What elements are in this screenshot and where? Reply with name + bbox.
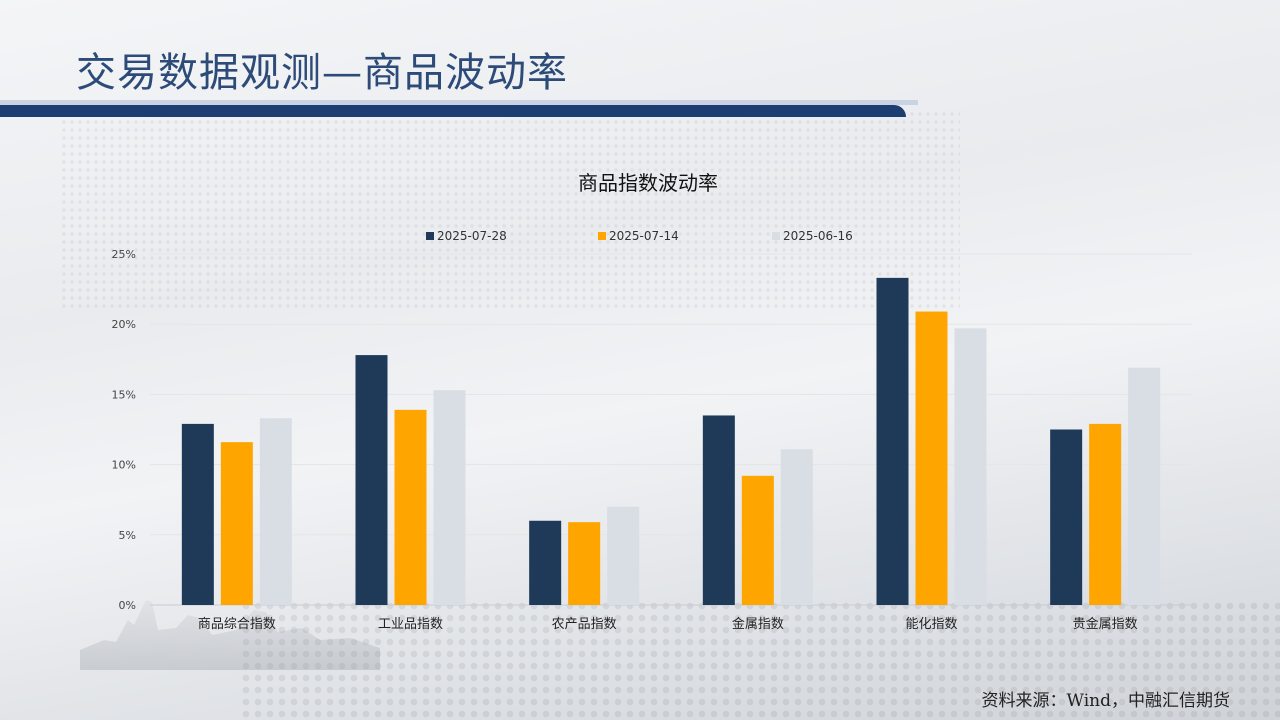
bar [568,522,601,605]
y-tick-label: 25% [112,248,136,261]
bar [181,423,214,605]
x-tick-label: 农产品指数 [552,617,617,632]
bar [1128,367,1161,605]
legend-swatch [598,232,606,240]
y-tick-label: 0% [119,599,136,612]
bar [876,277,909,605]
x-tick-label: 贵金属指数 [1073,616,1138,632]
legend-label: 2025-06-16 [783,229,853,243]
x-tick-label: 工业品指数 [378,617,443,632]
bar [741,475,774,605]
title-underline-bar [0,105,906,117]
bar [1050,429,1083,605]
data-source-note: 资料来源：Wind，中融汇信期货 [981,691,1230,711]
bar [259,418,292,605]
y-tick-label: 15% [112,388,136,401]
bar [607,506,640,605]
x-tick-label: 能化指数 [905,617,957,632]
bar [702,415,735,605]
bar [394,409,427,605]
legend-swatch [426,232,434,240]
bar [915,311,948,605]
bar [954,328,987,605]
background-dot-map [60,110,960,310]
axis-layer: 0% 5% 10% 15% 20% 25% 商品综合指数 工业品指数 农产品指数 金属指数 能化指数… [112,248,1138,632]
y-tick-label: 10% [112,459,136,472]
y-tick-label: 5% [119,529,136,542]
legend-label: 2025-07-14 [609,229,679,243]
x-tick-label: 金属指数 [732,616,784,632]
bar [433,390,466,605]
legend-swatch [772,232,780,240]
bar [1089,423,1122,605]
page-title: 交易数据观测—商品波动率 [76,50,568,96]
bars-layer [181,277,1161,605]
chart-title: 商品指数波动率 [578,171,718,195]
y-tick-label: 20% [112,318,136,331]
title-underline-light [0,100,918,105]
legend-layer: 2025-07-28 2025-07-14 2025-06-16 [426,229,853,243]
bar [529,520,562,605]
bar [220,442,253,605]
x-tick-label: 商品综合指数 [198,617,276,632]
bar [780,449,813,605]
grid-layer [150,253,1192,606]
background-dot-pattern [240,600,1280,720]
bar [355,355,388,605]
legend-label: 2025-07-28 [437,229,507,243]
